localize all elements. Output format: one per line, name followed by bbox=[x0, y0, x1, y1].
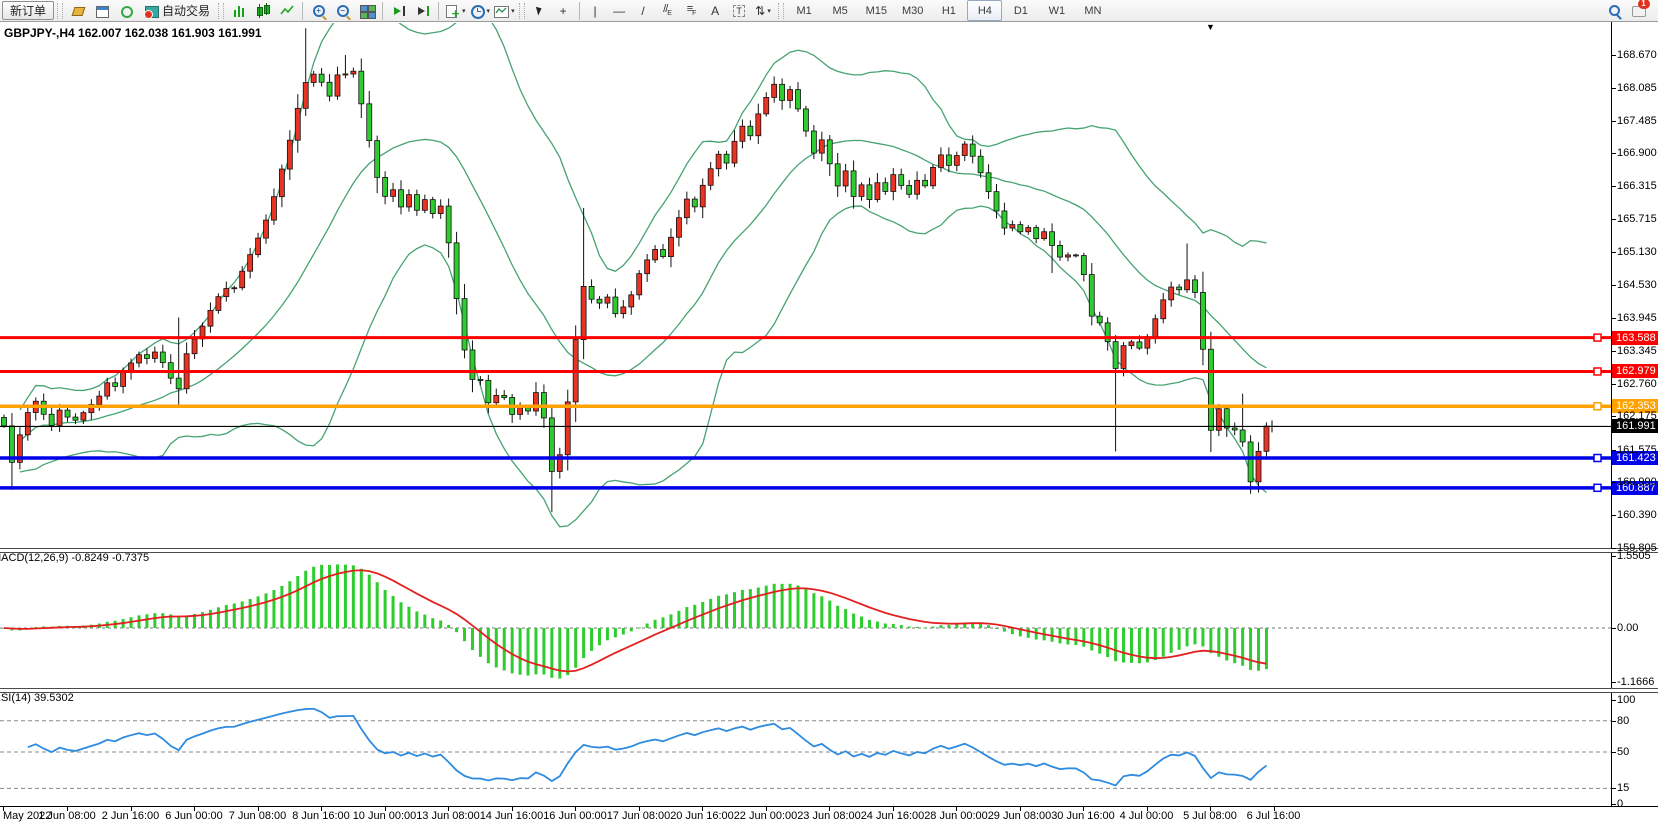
toolbar-separator bbox=[578, 1, 580, 20]
navigator-icon bbox=[118, 3, 134, 19]
macd-layer bbox=[0, 564, 1611, 679]
text-button[interactable]: A bbox=[704, 0, 727, 21]
trendline-button[interactable]: / bbox=[632, 0, 655, 21]
auto-trading-label: 自动交易 bbox=[162, 4, 211, 18]
text-label-icon: T bbox=[733, 4, 745, 17]
vertical-line-button[interactable]: | bbox=[584, 0, 607, 21]
cursor-button[interactable] bbox=[528, 0, 551, 21]
notification-badge: 1 bbox=[1637, 0, 1650, 9]
search-icon bbox=[1607, 3, 1623, 19]
auto-scroll-button[interactable] bbox=[387, 0, 410, 21]
horizontal-line-icon: — bbox=[613, 3, 626, 18]
data-window-button[interactable] bbox=[90, 0, 113, 21]
tf-m30-button[interactable]: M30 bbox=[901, 4, 924, 17]
toolbar-grip[interactable] bbox=[218, 2, 225, 19]
level-lines-layer[interactable] bbox=[0, 333, 1611, 493]
auto-trading-button[interactable]: 自动交易 bbox=[138, 0, 215, 21]
chat-bubble-icon: 1 bbox=[1631, 0, 1650, 19]
dropdown-caret-icon: ▾ bbox=[462, 7, 466, 15]
tf-mn-button[interactable]: MN bbox=[1084, 4, 1102, 17]
data-window-icon bbox=[94, 3, 110, 19]
dropdown-caret-icon: ▾ bbox=[486, 7, 491, 15]
zoom-out-icon: − bbox=[335, 3, 351, 19]
zoom-in-icon: + bbox=[311, 3, 327, 19]
template-icon bbox=[493, 3, 510, 19]
vertical-line-icon: | bbox=[593, 3, 597, 18]
main-toolbar: 新订单 自动交易 + − + ▾ ▾ ▾ + | bbox=[0, 0, 1658, 22]
zoom-in-button[interactable]: + bbox=[307, 0, 330, 21]
tf-h1-button[interactable]: H1 bbox=[941, 4, 956, 17]
crosshair-button[interactable]: + bbox=[552, 0, 575, 21]
arrows-button[interactable]: ⇅ ▾ bbox=[752, 0, 775, 21]
arrows-icon: ⇅ bbox=[755, 3, 766, 18]
crosshair-icon: + bbox=[559, 3, 567, 18]
text-label-button[interactable]: T bbox=[728, 0, 751, 21]
clock-icon bbox=[469, 3, 485, 19]
fibonacci-button[interactable]: ≡F bbox=[680, 0, 703, 21]
toolbar-grip[interactable] bbox=[57, 2, 64, 19]
periods-button[interactable]: ▾ bbox=[468, 0, 492, 21]
fibonacci-icon: ≡F bbox=[686, 3, 697, 18]
zoom-out-button[interactable]: − bbox=[331, 0, 354, 21]
new-chart-button[interactable]: + ▾ bbox=[443, 0, 467, 21]
new-chart-icon: + bbox=[444, 3, 460, 19]
candles-layer bbox=[1, 28, 1270, 513]
tf-m5-button[interactable]: M5 bbox=[832, 4, 848, 17]
auto-scroll-icon bbox=[391, 3, 407, 19]
cursor-icon bbox=[535, 5, 543, 16]
chart-shift-icon bbox=[415, 3, 431, 19]
toolbar-separator bbox=[382, 1, 384, 20]
candlestick-chart-icon bbox=[255, 2, 271, 19]
line-chart-button[interactable] bbox=[275, 0, 298, 21]
dropdown-caret-icon: ▾ bbox=[511, 7, 515, 15]
notifications-button[interactable]: 1 bbox=[1627, 0, 1650, 21]
market-watch-icon bbox=[70, 3, 86, 19]
trendline-icon: / bbox=[641, 3, 645, 18]
tile-windows-icon bbox=[359, 3, 376, 19]
line-chart-icon bbox=[279, 5, 294, 14]
bar-chart-icon bbox=[231, 3, 247, 19]
toolbar-separator bbox=[302, 1, 304, 20]
equidistant-channel-icon: //E bbox=[663, 3, 672, 18]
tf-h4-button[interactable]: H4 bbox=[967, 0, 1003, 21]
toolbar-separator bbox=[438, 1, 440, 20]
text-icon: A bbox=[711, 3, 720, 18]
bollinger-layer bbox=[19, 23, 1267, 528]
rsi-layer bbox=[0, 707, 1611, 789]
bar-chart-button[interactable] bbox=[227, 0, 250, 21]
market-watch-button[interactable] bbox=[66, 0, 89, 21]
tf-m15-button[interactable]: M15 bbox=[865, 4, 887, 17]
tile-windows-button[interactable] bbox=[355, 0, 378, 21]
auto-trading-icon bbox=[143, 3, 160, 19]
search-button[interactable] bbox=[1603, 0, 1626, 21]
candlestick-chart-button[interactable] bbox=[251, 0, 274, 21]
tf-d1-button[interactable]: D1 bbox=[1013, 4, 1028, 17]
new-order-button[interactable]: 新订单 bbox=[2, 1, 55, 20]
navigator-button[interactable] bbox=[114, 0, 137, 21]
tf-m1-button[interactable]: M1 bbox=[796, 4, 812, 17]
chart-shift-button[interactable] bbox=[411, 0, 434, 21]
templates-button[interactable]: ▾ bbox=[492, 0, 516, 21]
dropdown-caret-icon: ▾ bbox=[767, 7, 771, 15]
toolbar-grip[interactable] bbox=[777, 2, 784, 19]
horizontal-line-button[interactable]: — bbox=[608, 0, 631, 21]
toolbar-grip[interactable] bbox=[518, 2, 525, 19]
channel-button[interactable]: //E bbox=[656, 0, 679, 21]
tf-w1-button[interactable]: W1 bbox=[1048, 4, 1066, 17]
